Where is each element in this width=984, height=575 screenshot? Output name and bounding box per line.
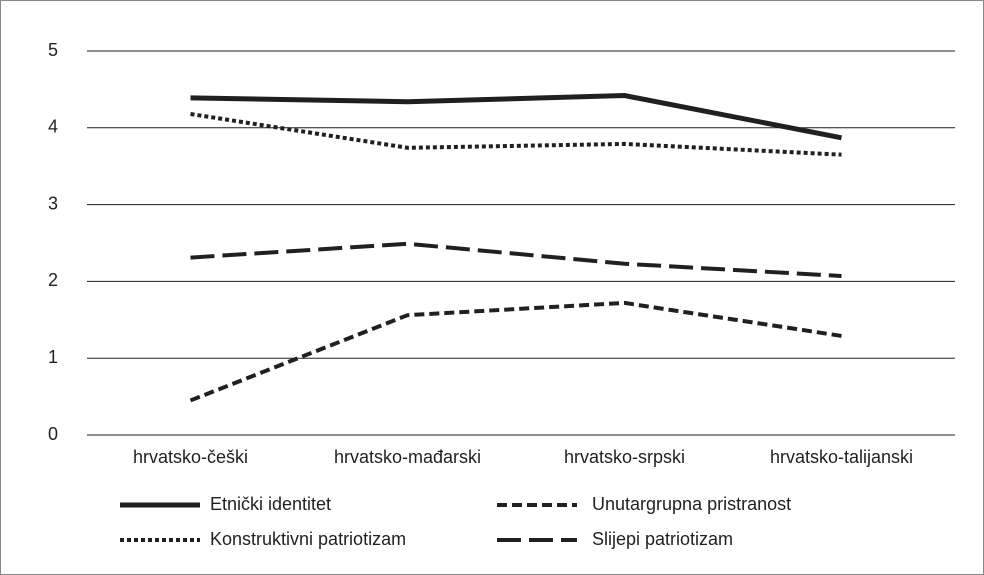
y-tick-label: 0 [48,424,58,444]
series-line [189,300,842,403]
y-tick-label: 4 [48,117,58,137]
legend-label: Etnički identitet [210,494,331,514]
y-tick-label: 1 [48,347,58,367]
x-tick-label: hrvatsko-srpski [564,447,685,467]
series-line [190,241,842,279]
y-tick-label: 5 [48,40,58,60]
series-line [190,93,842,141]
legend-label: Unutargrupna pristranost [592,494,791,514]
x-tick-label: hrvatsko-talijanski [770,447,913,467]
legend-label: Slijepi patriotizam [592,529,733,549]
y-tick-label: 3 [48,193,58,213]
x-tick-label: hrvatsko-mađarski [334,447,481,467]
legend-label: Konstruktivni patriotizam [210,529,406,549]
y-tick-label: 2 [48,270,58,290]
x-tick-label: hrvatsko-češki [133,447,248,467]
